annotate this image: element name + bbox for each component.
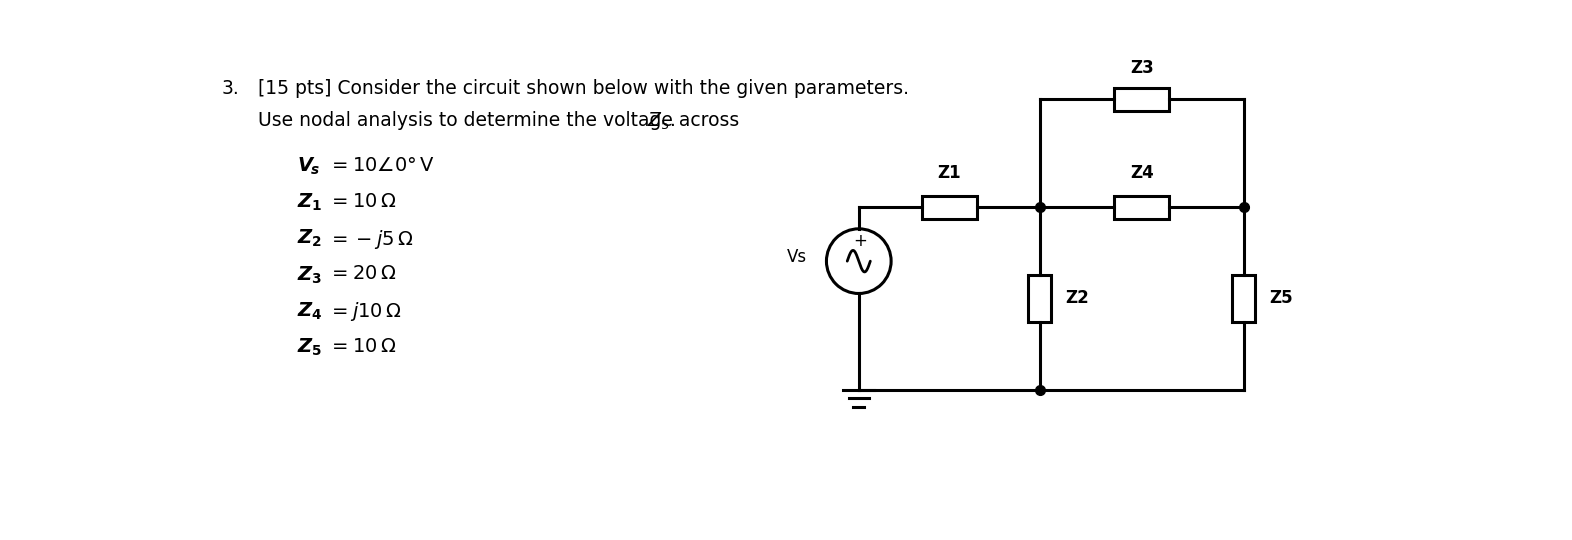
Text: $= 10\angle0°\,\mathrm{V}$: $= 10\angle0°\,\mathrm{V}$: [322, 156, 435, 174]
Text: Z1: Z1: [937, 164, 960, 182]
Text: $\boldsymbol{Z}_{\mathbf{5}}$: $\boldsymbol{Z}_{\mathbf{5}}$: [297, 336, 322, 358]
Text: $\boldsymbol{Z}_{\mathbf{3}}$: $\boldsymbol{Z}_{\mathbf{3}}$: [297, 264, 322, 286]
Text: $\boldsymbol{Z}_{\mathbf{2}}$: $\boldsymbol{Z}_{\mathbf{2}}$: [297, 228, 322, 249]
Text: $= 10\,\Omega$: $= 10\,\Omega$: [322, 336, 396, 356]
Text: Use nodal analysis to determine the voltage across: Use nodal analysis to determine the volt…: [258, 111, 745, 130]
Text: $= -j5\,\Omega$: $= -j5\,\Omega$: [322, 228, 413, 251]
Text: $\boldsymbol{Z}_{\mathbf{1}}$: $\boldsymbol{Z}_{\mathbf{1}}$: [297, 192, 322, 213]
Text: $= j10\,\Omega$: $= j10\,\Omega$: [322, 300, 402, 323]
Text: Z5: Z5: [1269, 289, 1292, 307]
Text: Z2: Z2: [1066, 289, 1089, 307]
Text: Z4: Z4: [1130, 164, 1154, 182]
Text: $\boldsymbol{V}_{\!\boldsymbol{s}}$: $\boldsymbol{V}_{\!\boldsymbol{s}}$: [297, 156, 319, 177]
Text: $= 10\,\Omega$: $= 10\,\Omega$: [322, 192, 396, 211]
Text: Vs: Vs: [788, 248, 806, 266]
Text: [15 pts] Consider the circuit shown below with the given parameters.: [15 pts] Consider the circuit shown belo…: [258, 79, 909, 98]
Text: $= 20\,\Omega$: $= 20\,\Omega$: [322, 264, 396, 283]
Text: +: +: [854, 232, 868, 250]
Text: 3.: 3.: [222, 79, 241, 98]
Text: $\boldsymbol{Z}_{\mathbf{4}}$: $\boldsymbol{Z}_{\mathbf{4}}$: [297, 300, 322, 322]
Text: $\mathbf{\mathit{Z}}_5$.: $\mathbf{\mathit{Z}}_5$.: [648, 111, 676, 132]
Text: Z3: Z3: [1130, 59, 1154, 77]
